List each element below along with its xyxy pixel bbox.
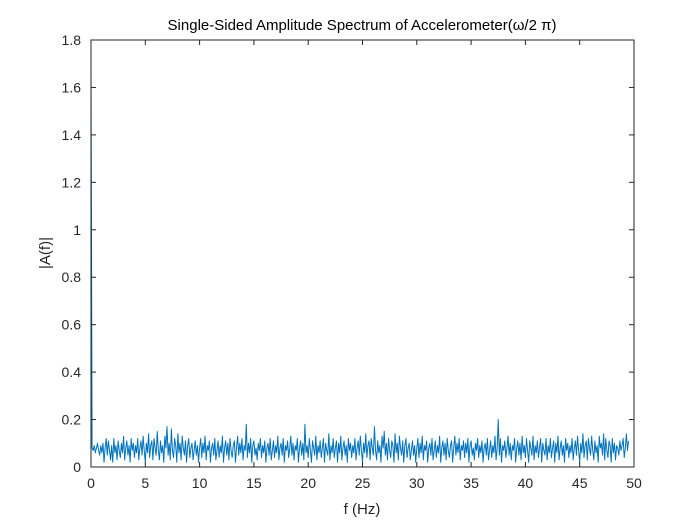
- x-ticks: 0 5 10 15 20 25 30 35 40 45 50: [87, 40, 642, 491]
- y-tick-label: 0.6: [62, 317, 82, 333]
- x-tick-label: 20: [300, 475, 316, 491]
- x-axis-label: f (Hz): [344, 501, 381, 518]
- x-tick-label: 40: [518, 475, 534, 491]
- y-axis-label: |A(f)|: [37, 237, 54, 269]
- y-tick-label: 1.8: [62, 32, 82, 48]
- amplitude-series-line: [90, 63, 630, 463]
- x-tick-label: 50: [626, 475, 642, 491]
- x-tick-label: 5: [141, 475, 149, 491]
- x-tick-label: 35: [463, 475, 479, 491]
- y-tick-label: 0: [73, 459, 81, 475]
- x-tick-label: 25: [355, 475, 371, 491]
- plot-area: [91, 40, 634, 467]
- y-tick-label: 1.4: [62, 127, 82, 143]
- y-tick-label: 1.6: [62, 79, 82, 95]
- x-tick-label: 30: [409, 475, 425, 491]
- x-tick-label: 45: [572, 475, 588, 491]
- y-tick-label: 1.2: [62, 174, 82, 190]
- x-tick-label: 0: [87, 475, 95, 491]
- y-tick-label: 0.8: [62, 269, 82, 285]
- chart-title: Single-Sided Amplitude Spectrum of Accel…: [168, 17, 557, 34]
- y-tick-label: 0.4: [62, 364, 82, 380]
- x-tick-label: 15: [246, 475, 262, 491]
- y-tick-label: 1: [73, 222, 81, 238]
- y-ticks: 0 0.2 0.4 0.6 0.8 1 1.2 1.4 1.6 1.8: [62, 32, 634, 475]
- x-tick-label: 10: [192, 475, 208, 491]
- y-tick-label: 0.2: [62, 412, 82, 428]
- series-layer: [90, 63, 630, 463]
